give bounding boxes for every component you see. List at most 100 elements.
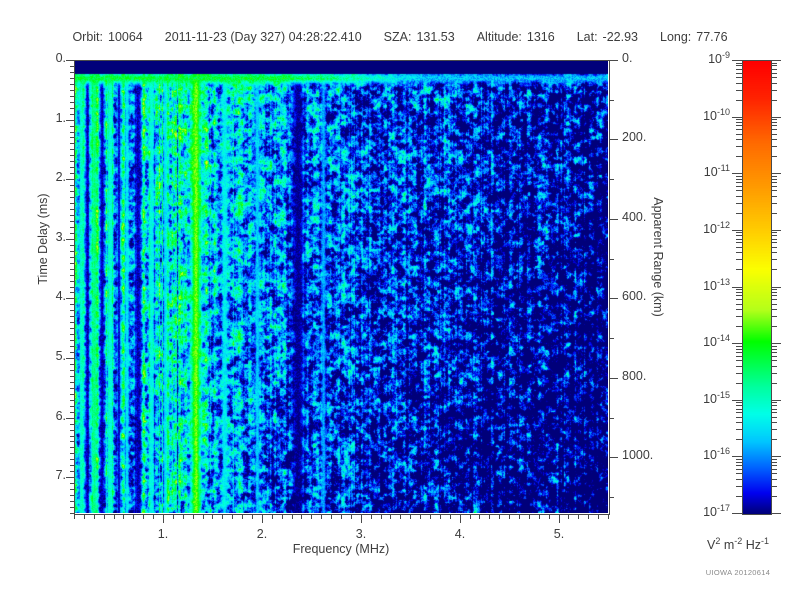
axis-tick — [736, 139, 742, 140]
header-field: Orbit: 10064 — [72, 30, 142, 44]
axis-tick — [70, 137, 74, 138]
axis-tick — [771, 156, 777, 157]
axis-tick — [70, 281, 74, 282]
axis-tick — [114, 514, 115, 519]
axis-tick — [70, 453, 74, 454]
axis-tick — [771, 473, 777, 474]
axis-tick — [70, 90, 74, 91]
axis-tick — [609, 338, 614, 339]
colorbar-tick-exponent: -15 — [716, 390, 730, 400]
axis-tick — [143, 514, 144, 519]
axis-tick — [771, 400, 781, 401]
axis-tick — [771, 292, 777, 293]
axis-tick — [609, 179, 614, 180]
axis-tick — [736, 462, 742, 463]
axis-tick — [771, 304, 777, 305]
axis-tick — [736, 292, 742, 293]
axis-tick — [489, 514, 490, 519]
colorbar-tick-base: 10 — [703, 222, 717, 237]
axis-tick — [70, 203, 74, 204]
axis-tick — [479, 514, 480, 519]
x-tick-label: 2. — [256, 527, 268, 541]
axis-tick — [736, 352, 742, 353]
axis-tick — [771, 69, 777, 70]
axis-tick — [70, 304, 74, 305]
axis-tick — [736, 156, 742, 157]
axis-tick — [70, 322, 74, 323]
axis-tick — [609, 139, 618, 140]
axis-tick — [732, 400, 742, 401]
colorbar-tick-exponent: -16 — [716, 446, 730, 456]
axis-tick — [771, 343, 781, 344]
axis-tick — [736, 252, 742, 253]
axis-tick — [736, 299, 742, 300]
units-base: m — [723, 538, 735, 553]
axis-tick — [66, 418, 74, 419]
colorbar-tick-base: 10 — [703, 392, 717, 407]
axis-tick — [70, 394, 74, 395]
axis-tick — [771, 90, 777, 91]
axis-tick — [771, 316, 777, 317]
axis-tick — [771, 439, 777, 440]
axis-tick — [771, 513, 781, 514]
header-field: Lat: -22.93 — [577, 30, 638, 44]
y2-tick-label: 600. — [622, 289, 647, 303]
axis-tick — [66, 477, 74, 478]
colorbar-tick-exponent: -14 — [716, 333, 730, 343]
y-tick-label: 7. — [55, 468, 66, 482]
axis-tick — [732, 60, 742, 61]
axis-tick — [736, 213, 742, 214]
header-field-value: -22.93 — [602, 30, 638, 44]
axis-tick — [70, 126, 74, 127]
axis-tick — [736, 402, 742, 403]
credit-label: UIOWA 20120614 — [705, 568, 771, 577]
axis-tick — [70, 251, 74, 252]
axis-tick — [361, 514, 362, 523]
axis-tick — [70, 364, 74, 365]
axis-tick — [301, 514, 302, 519]
y-axis-title: Time Delay (ms) — [36, 193, 50, 285]
axis-tick — [70, 78, 74, 79]
header-field-label: Lat: — [576, 30, 598, 44]
axis-tick — [736, 129, 742, 130]
axis-tick — [232, 514, 233, 519]
axis-tick — [70, 501, 74, 502]
header-field-label: Altitude: — [476, 30, 522, 44]
units-exponent: -1 — [761, 536, 770, 546]
header-field: Long: 77.76 — [660, 30, 728, 44]
axis-tick — [771, 417, 777, 418]
radargram-plot — [74, 60, 608, 513]
axis-tick — [242, 514, 243, 519]
axis-tick — [70, 489, 74, 490]
axis-tick — [771, 259, 777, 260]
axis-tick — [771, 77, 777, 78]
spectrogram-canvas — [74, 60, 608, 513]
axis-tick — [70, 370, 74, 371]
axis-tick — [732, 117, 742, 118]
colorbar-tick-label: 10-10 — [664, 107, 730, 123]
axis-tick — [736, 196, 742, 197]
axis-tick — [771, 462, 777, 463]
header-field: Altitude: 1316 — [477, 30, 555, 44]
axis-tick — [771, 287, 781, 288]
axis-tick — [771, 213, 777, 214]
axis-tick — [771, 412, 777, 413]
axis-tick — [736, 356, 742, 357]
colorbar-tick-exponent: -11 — [717, 163, 730, 173]
colorbar-tick-exponent: -12 — [716, 220, 730, 230]
axis-tick — [771, 346, 777, 347]
axis-tick — [736, 349, 742, 350]
axis-tick — [736, 469, 742, 470]
axis-tick — [70, 209, 74, 210]
colorbar-tick-base: 10 — [703, 279, 717, 294]
axis-tick — [736, 383, 742, 384]
axis-tick — [84, 514, 85, 519]
axis-tick — [771, 479, 777, 480]
axis-tick — [70, 400, 74, 401]
axis-tick — [771, 405, 777, 406]
axis-tick — [70, 167, 74, 168]
axis-tick — [736, 182, 742, 183]
colorbar-tick-label: 10-13 — [664, 277, 730, 293]
axis-tick — [70, 376, 74, 377]
axis-tick — [736, 289, 742, 290]
